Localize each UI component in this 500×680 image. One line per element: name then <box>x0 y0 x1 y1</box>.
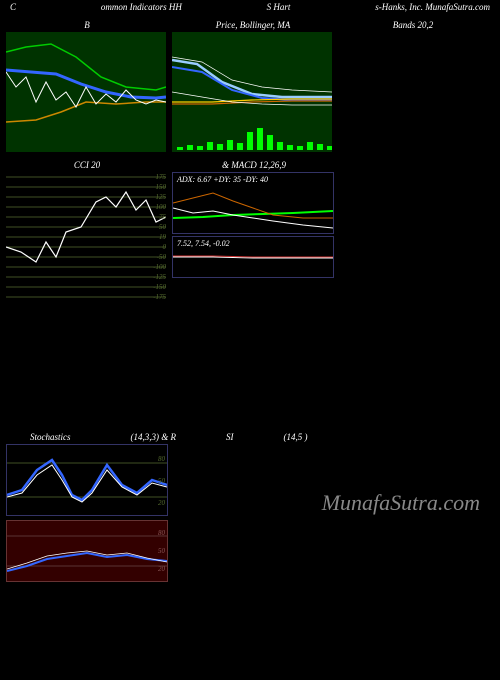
macd-chart: 7.52, 7.54, -0.02 <box>172 236 334 278</box>
bbands-right-title: Bands 20,2 <box>338 18 488 32</box>
stoch-title-left: Stochastics <box>30 432 71 442</box>
cci-chart: 175 150 125 100 75 50 19 0 -50 -100 -125 -150 -175 <box>6 172 168 302</box>
rsi-chart: 80 50 20 <box>6 520 168 582</box>
adx-label: ADX: 6.67 +DY: 35 -DY: 40 <box>177 175 268 184</box>
stoch-tick-label: 50 <box>158 477 165 485</box>
page-header: C ommon Indicators HH S Hart s-Hanks, In… <box>0 0 500 14</box>
cci-tick-label: -50 <box>157 253 166 261</box>
bbands-left-chart <box>6 32 168 152</box>
header-left: C <box>10 2 16 12</box>
macd-label: 7.52, 7.54, -0.02 <box>177 239 230 248</box>
stoch-tick-label: 20 <box>158 499 165 507</box>
stoch-title-mid: (14,3,3) & R <box>131 432 177 442</box>
cci-tick-label: 150 <box>156 183 167 191</box>
cci-tick-label: 50 <box>159 223 166 231</box>
adx-macd-title: & MACD 12,26,9 <box>172 158 334 172</box>
cci-tick-label: 0 <box>163 243 167 251</box>
cci-tick-label: 175 <box>156 173 167 181</box>
cci-tick-label: 75 <box>159 213 166 221</box>
cci-tick-label: 125 <box>156 193 167 201</box>
bbands-mid-chart <box>172 32 334 152</box>
rsi-tick-label: 50 <box>158 547 165 555</box>
cci-tick-label: -100 <box>153 263 166 271</box>
stoch-title-right: (14,5 ) <box>284 432 308 442</box>
adx-chart: ADX: 6.67 +DY: 35 -DY: 40 <box>172 172 334 234</box>
bbands-mid-title: Price, Bollinger, MA <box>172 18 334 32</box>
cci-tick-label: 100 <box>156 203 167 211</box>
header-right: s-Hanks, Inc. MunafaSutra.com <box>375 2 490 12</box>
cci-title: CCI 20 <box>6 158 168 172</box>
cci-tick-label: -125 <box>153 273 166 281</box>
cci-tick-label: 19 <box>159 233 166 241</box>
header-mid1: ommon Indicators HH <box>101 2 182 12</box>
stoch-title-mid2: SI <box>226 432 234 442</box>
header-mid2: S Hart <box>267 2 291 12</box>
bbands-left-title: B <box>6 18 168 32</box>
cci-tick-label: -150 <box>153 283 166 291</box>
stoch-tick-label: 80 <box>158 455 165 463</box>
rsi-tick-label: 20 <box>158 565 165 573</box>
stoch-chart: 80 50 20 <box>6 444 168 516</box>
cci-tick-label: -175 <box>153 293 166 301</box>
rsi-tick-label: 80 <box>158 529 165 537</box>
